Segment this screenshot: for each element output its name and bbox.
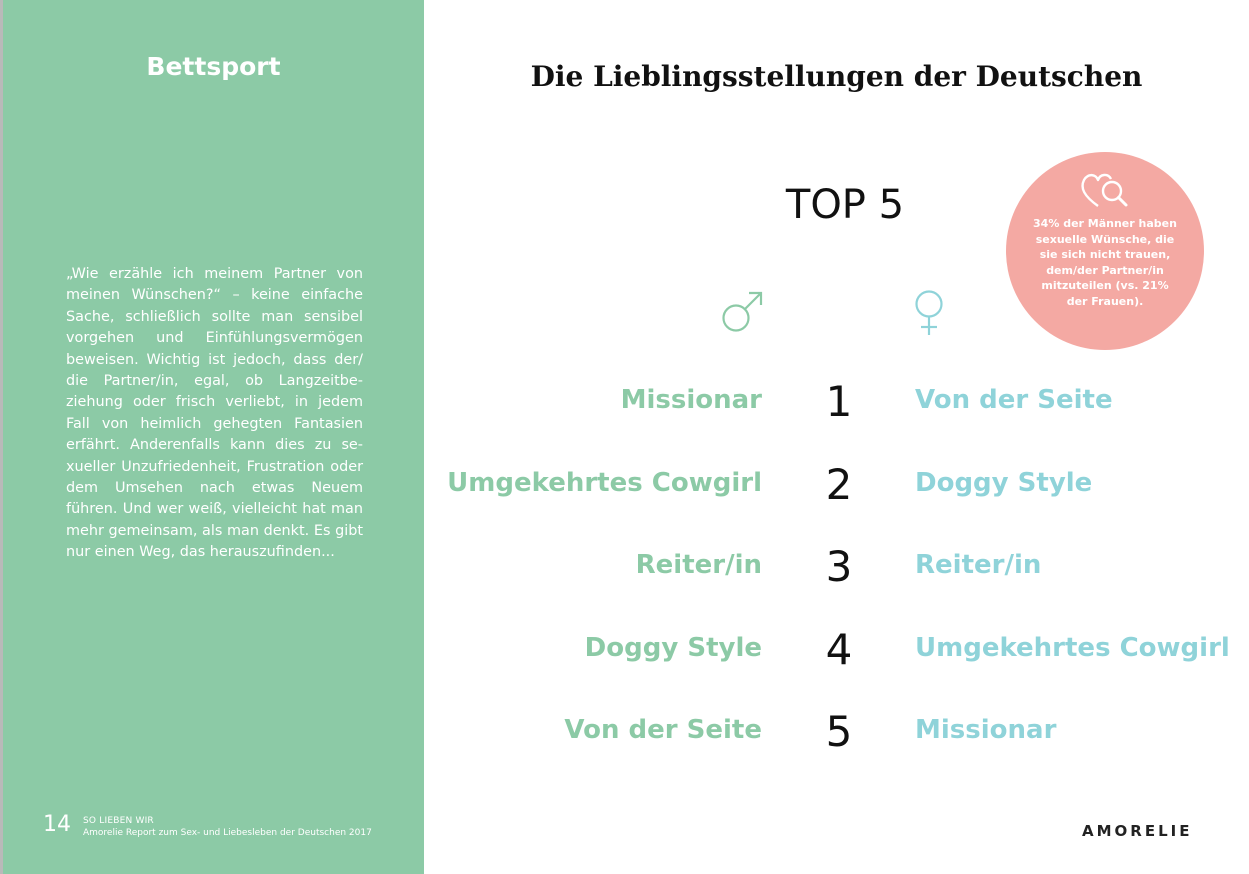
rank-number: 2 [825,460,853,509]
female-position-label: Umgekehrtes Cowgirl [915,633,1230,663]
stat-bubble: 34% der Männer haben sexuelle Wün­sche, … [1006,152,1204,350]
sidebar-body-text: „Wie erzähle ich meinem Partner von mein… [66,266,363,561]
ranking-row: Reiter/in 3 Reiter/in [424,542,1249,600]
ranking-row: Doggy Style 4 Umgekehrtes Cowgirl [424,625,1249,683]
female-symbol-icon [915,290,943,335]
brand-logo: AMORELIE [1082,822,1193,840]
male-position-label: Umgekehrtes Cowgirl [447,468,762,498]
sidebar-panel: Bettsport „Wie erzähle ich meinem Partne… [3,0,424,874]
footer-section-title: SO LIEBEN WIR [83,816,154,826]
page-title: Die Lieblingsstellungen der Deutschen [530,60,1143,93]
male-position-label: Reiter/in [635,550,762,580]
sidebar-title: Bettsport [146,52,281,81]
rank-number: 1 [825,377,853,426]
female-position-label: Doggy Style [915,468,1093,498]
male-position-label: Missionar [620,385,762,415]
male-symbol-icon [722,291,763,332]
female-position-label: Von der Seite [915,385,1113,415]
female-position-label: Missionar [915,715,1057,745]
top5-heading: TOP 5 [785,182,905,228]
ranking-row: Umgekehrtes Cowgirl 2 Doggy Style [424,460,1249,518]
hearts-magnifier-icon [1081,173,1128,207]
ranking-row: Missionar 1 Von der Seite [424,377,1249,435]
female-position-label: Reiter/in [915,550,1042,580]
rank-number: 3 [825,542,853,591]
male-position-label: Doggy Style [584,633,762,663]
rank-number: 4 [825,625,853,674]
footer-report-title: Amorelie Report zum Sex- und Liebesleben… [83,828,372,838]
ranking-row: Von der Seite 5 Missionar [424,707,1249,765]
stat-bubble-text: 34% der Männer haben sexuelle Wün­sche, … [1033,217,1177,308]
page-number: 14 [43,812,71,837]
page-edge [0,0,3,874]
male-position-label: Von der Seite [564,715,762,745]
rank-number: 5 [825,707,853,756]
